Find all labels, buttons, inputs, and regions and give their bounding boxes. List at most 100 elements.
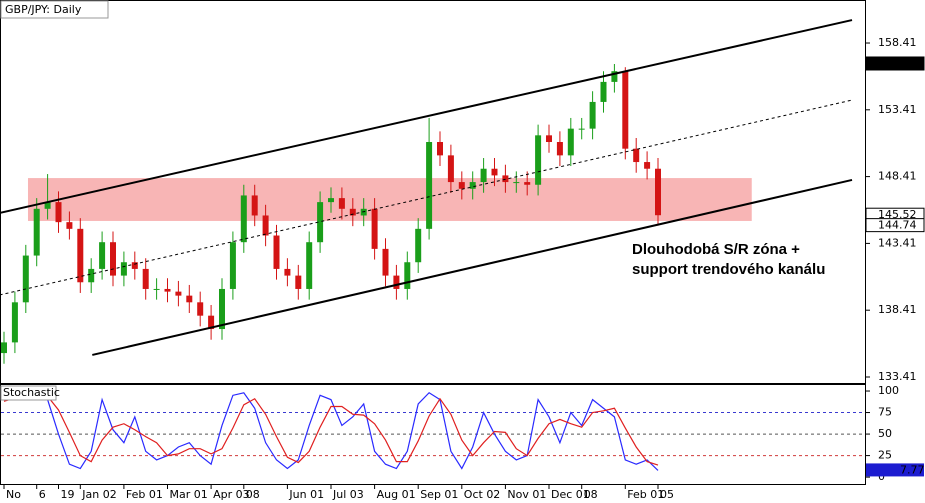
candle-body	[447, 155, 454, 183]
price-marker	[865, 56, 925, 71]
x-tick-label: Jul 03	[332, 488, 364, 501]
candle-body	[153, 288, 160, 290]
x-tick-label: No	[6, 488, 21, 501]
x-tick-label: Jun 01	[288, 488, 324, 501]
y-tick-label: 133.41	[878, 370, 917, 383]
candle-body	[371, 208, 378, 249]
candle-body	[208, 315, 215, 330]
candle-body	[655, 168, 661, 216]
x-tick-label: 08	[246, 488, 260, 501]
price-marker-label: 156.84	[878, 57, 917, 70]
candle-body	[284, 268, 291, 276]
candle-body	[578, 128, 585, 130]
candle-body	[535, 135, 542, 185]
candle-body	[186, 295, 193, 303]
stoch-line	[3, 393, 659, 466]
candle-body	[131, 262, 138, 269]
candle-body	[1, 342, 7, 354]
candle-body	[513, 182, 520, 184]
price-marker-label: 144.74	[878, 219, 917, 232]
candle-body	[22, 255, 29, 303]
y-tick-label: 158.41	[878, 36, 917, 49]
candle-body	[633, 148, 640, 163]
candle-body	[338, 198, 345, 209]
candle-body	[306, 242, 313, 289]
y-tick-label: 50	[878, 427, 892, 440]
candle-body	[110, 242, 116, 276]
candle-body	[556, 142, 563, 156]
candle-body	[77, 228, 84, 283]
sr-zone	[27, 178, 752, 221]
x-tick-label: Jan 02	[81, 488, 116, 501]
candle-body	[164, 288, 171, 292]
candle-body	[66, 222, 73, 229]
x-tick-label: Aug 01	[377, 488, 416, 501]
candle-body	[273, 235, 280, 269]
candle-body	[240, 195, 247, 243]
candle-body	[120, 262, 127, 276]
x-tick-label: 19	[61, 488, 75, 501]
candle-body	[567, 128, 574, 156]
price-marker	[865, 218, 925, 233]
stoch-line	[3, 391, 659, 471]
x-tick-label: Apr 03	[213, 488, 250, 501]
title-box	[0, 0, 109, 19]
x-tick-label: Dec 01	[551, 488, 590, 501]
candle-body	[491, 168, 498, 176]
x-tick-label: Feb 01	[126, 488, 163, 501]
plot-layer: 133.41 138.41 143.41 148.41 153.41 158.41 0 25 5…	[0, 19, 925, 501]
candle-body	[317, 202, 324, 243]
candle-body	[622, 71, 629, 149]
candle-body	[415, 228, 422, 263]
candle-body	[262, 215, 269, 236]
candle-body	[589, 101, 596, 129]
candle-body	[197, 302, 204, 316]
price-marker-label: 145.52	[878, 208, 917, 221]
candle-body	[175, 291, 182, 296]
annotation: Dlouhodobá S/R zóna +	[632, 241, 800, 258]
candle-body	[480, 168, 487, 183]
candle-body	[546, 135, 552, 143]
channel-line	[0, 19, 853, 214]
channel-line	[0, 99, 853, 296]
candle-body	[328, 198, 334, 203]
candle-body	[404, 262, 411, 289]
x-tick-label: 6	[39, 488, 46, 501]
y-tick-label: 25	[878, 449, 892, 462]
x-tick-label: Oct 02	[464, 488, 501, 501]
candle-body	[600, 81, 607, 102]
annotation: support trendového kanálu	[632, 261, 825, 278]
candle-body	[611, 71, 618, 82]
candle-body	[349, 208, 356, 216]
candle-body	[437, 142, 443, 156]
y-tick-label: 143.41	[878, 236, 917, 249]
candle-body	[229, 242, 236, 289]
candle-body	[33, 208, 40, 256]
x-tick-label: Feb 01	[627, 488, 664, 501]
channel-line	[92, 178, 853, 356]
candle-body	[502, 175, 509, 183]
candle-body	[251, 195, 258, 216]
sub-title-box	[0, 385, 57, 401]
y-tick-label: 153.41	[878, 103, 917, 116]
candle-body	[142, 268, 149, 289]
candle-body	[469, 182, 476, 189]
candle-body	[219, 288, 225, 330]
last-value-label: 7.77	[900, 463, 925, 476]
candle-body	[426, 142, 433, 229]
candle-body	[524, 182, 531, 185]
candle-body	[458, 182, 465, 189]
x-tick-label: Nov 01	[507, 488, 546, 501]
candle-body	[88, 268, 95, 283]
x-tick-label: Mar 01	[170, 488, 208, 501]
x-tick-label: Sep 01	[420, 488, 458, 501]
x-tick-label: 05	[660, 488, 674, 501]
y-tick-label: 75	[878, 406, 892, 419]
candle-body	[393, 275, 400, 289]
candle-body	[11, 302, 18, 343]
x-tick-label: 08	[584, 488, 598, 501]
candle-body	[644, 162, 651, 169]
y-tick-label: 138.41	[878, 303, 917, 316]
candle-body	[382, 248, 389, 276]
